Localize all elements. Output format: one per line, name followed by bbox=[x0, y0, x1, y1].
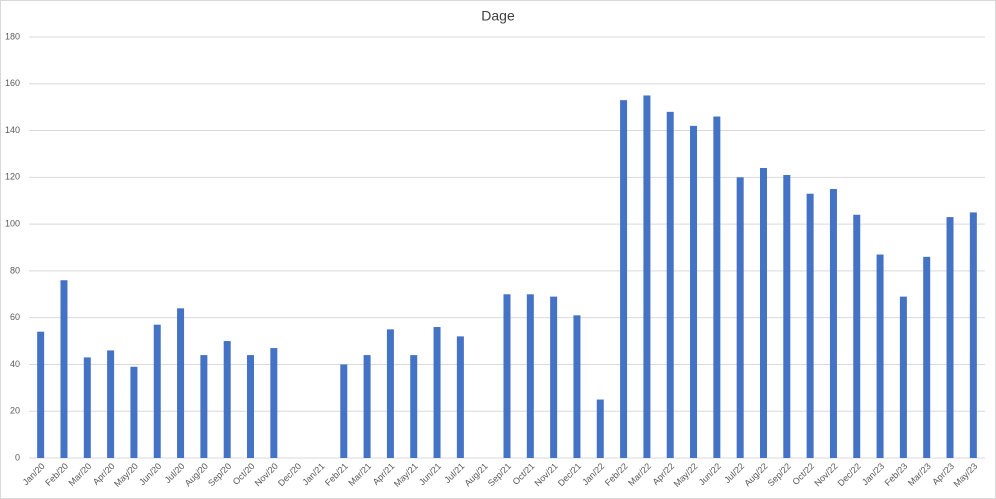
y-tick-label: 120 bbox=[5, 172, 20, 182]
bar bbox=[759, 167, 767, 458]
bar bbox=[223, 341, 231, 458]
bar bbox=[153, 324, 161, 458]
y-tick-label: 0 bbox=[15, 452, 20, 462]
bar bbox=[456, 336, 464, 458]
bar bbox=[550, 296, 558, 458]
bar bbox=[969, 212, 977, 458]
bar bbox=[829, 189, 837, 458]
y-tick-label: 160 bbox=[5, 78, 20, 88]
bar bbox=[410, 355, 418, 458]
bar bbox=[200, 355, 208, 458]
bar bbox=[573, 315, 581, 458]
bar bbox=[713, 116, 721, 459]
bar bbox=[526, 294, 534, 458]
bar bbox=[853, 214, 861, 458]
bar bbox=[596, 399, 604, 458]
bar bbox=[946, 217, 954, 458]
bar bbox=[876, 254, 884, 458]
bar bbox=[386, 329, 394, 458]
chart-title: Dage bbox=[481, 8, 515, 24]
bar bbox=[177, 308, 185, 458]
y-tick-label: 140 bbox=[5, 125, 20, 135]
bar bbox=[783, 174, 791, 458]
bar bbox=[363, 355, 371, 458]
bar bbox=[899, 296, 907, 458]
bar bbox=[643, 95, 651, 458]
bar bbox=[107, 350, 115, 458]
bar bbox=[806, 193, 814, 458]
bar bbox=[620, 100, 628, 459]
bar bbox=[433, 327, 441, 458]
bar bbox=[83, 357, 91, 458]
bar bbox=[270, 348, 278, 458]
bar bbox=[503, 294, 511, 458]
bar bbox=[666, 111, 674, 458]
bar bbox=[60, 280, 68, 458]
bar bbox=[736, 177, 744, 459]
y-tick-label: 40 bbox=[10, 359, 20, 369]
bar bbox=[130, 366, 138, 458]
y-tick-label: 80 bbox=[10, 265, 20, 275]
bar bbox=[247, 355, 255, 458]
bar bbox=[340, 364, 348, 458]
bar bbox=[690, 125, 698, 458]
y-tick-label: 100 bbox=[5, 218, 20, 228]
y-tick-label: 180 bbox=[5, 31, 20, 41]
y-tick-label: 60 bbox=[10, 312, 20, 322]
bar bbox=[37, 331, 45, 458]
y-tick-label: 20 bbox=[10, 406, 20, 416]
bar bbox=[923, 256, 931, 458]
